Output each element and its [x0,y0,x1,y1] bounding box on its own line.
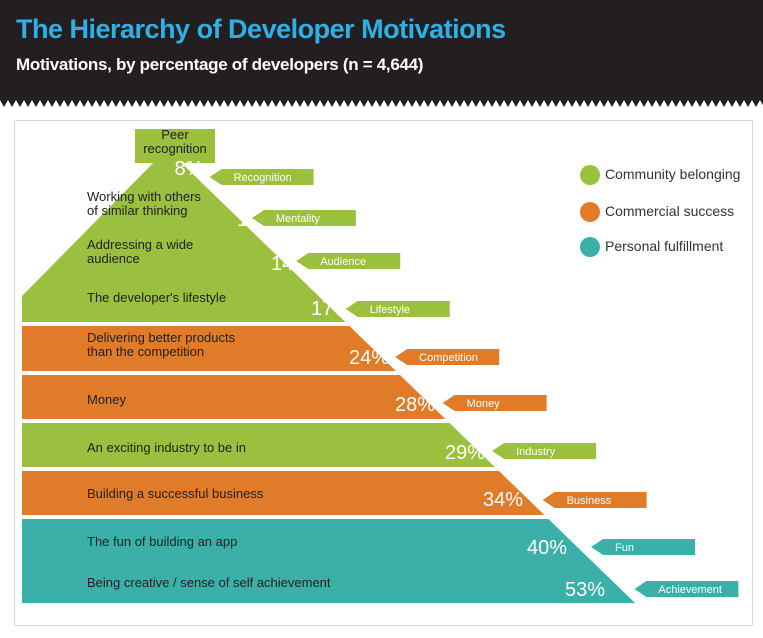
item-label-0: Peer recognition [143,127,207,156]
item-tag-label-7: Business [567,495,612,507]
item-tag-label-3: Lifestyle [370,304,410,316]
item-label-5: Money [87,392,127,407]
item-tag-label-8: Fun [615,542,634,554]
apex-box [135,129,215,163]
item-label-6: An exciting industry to be in [87,440,246,455]
item-value-5: 28% [395,394,435,416]
item-tag-3 [345,301,450,317]
legend-dot-commercial [580,202,600,222]
item-value-8: 40% [527,537,567,559]
item-tag-label-4: Competition [419,352,478,364]
pyramid-band-money [22,375,446,419]
legend-dot-personal [580,237,600,257]
item-tag-9 [634,581,739,597]
pyramid-band-business [22,471,545,515]
item-tag-7 [542,492,647,508]
item-tag-4 [395,349,500,365]
item-tag-2 [296,253,401,269]
pyramid-band-industry [22,423,495,467]
item-label-2: Addressing a wide audience [87,237,193,266]
page-subtitle: Motivations, by percentage of developers… [16,55,424,74]
item-label-8: The fun of building an app [87,534,237,549]
item-value-7: 34% [483,489,523,511]
legend-label-community: Community belonging [605,166,741,182]
item-value-9: 53% [565,579,605,601]
item-tag-5 [442,395,547,411]
page-title: The Hierarchy of Developer Motivations [16,14,506,44]
item-tag-1 [251,210,356,226]
item-tag-label-5: Money [467,398,501,410]
item-label-7: Building a successful business [87,486,264,501]
pyramid-section-community-top [22,149,346,322]
item-label-4: Delivering better products than the compe… [87,330,236,359]
header-banner: The Hierarchy of Developer Motivations M… [0,0,763,100]
item-tag-label-1: Mentality [276,213,321,225]
chart-panel: Peer recognition 8% Recognition Working with… [14,120,753,626]
item-label-3: The developer's lifestyle [87,290,226,305]
item-value-3: 17% [311,298,351,320]
item-tag-label-6: Industry [516,446,556,458]
item-tag-6 [492,443,597,459]
legend-dot-community [580,165,600,185]
item-tag-0 [209,169,314,185]
item-value-6: 29% [445,442,485,464]
item-tag-8 [591,539,696,555]
item-value-4: 24% [349,347,389,369]
item-tag-label-2: Audience [320,256,366,268]
legend-label-personal: Personal fulfillment [605,238,724,254]
item-value-0: 8% [175,158,204,180]
item-label-1: Working with others of similar thinking [87,189,201,218]
header-zigzag-edge [0,100,763,107]
pyramid-band-competition [22,326,396,371]
item-tag-label-9: Achievement [658,584,722,596]
pyramid-band-personal [22,519,636,603]
legend-label-commercial: Commercial success [605,203,735,219]
item-tag-label-0: Recognition [234,172,292,184]
item-label-9: Being creative / sense of self achieveme… [87,575,331,590]
